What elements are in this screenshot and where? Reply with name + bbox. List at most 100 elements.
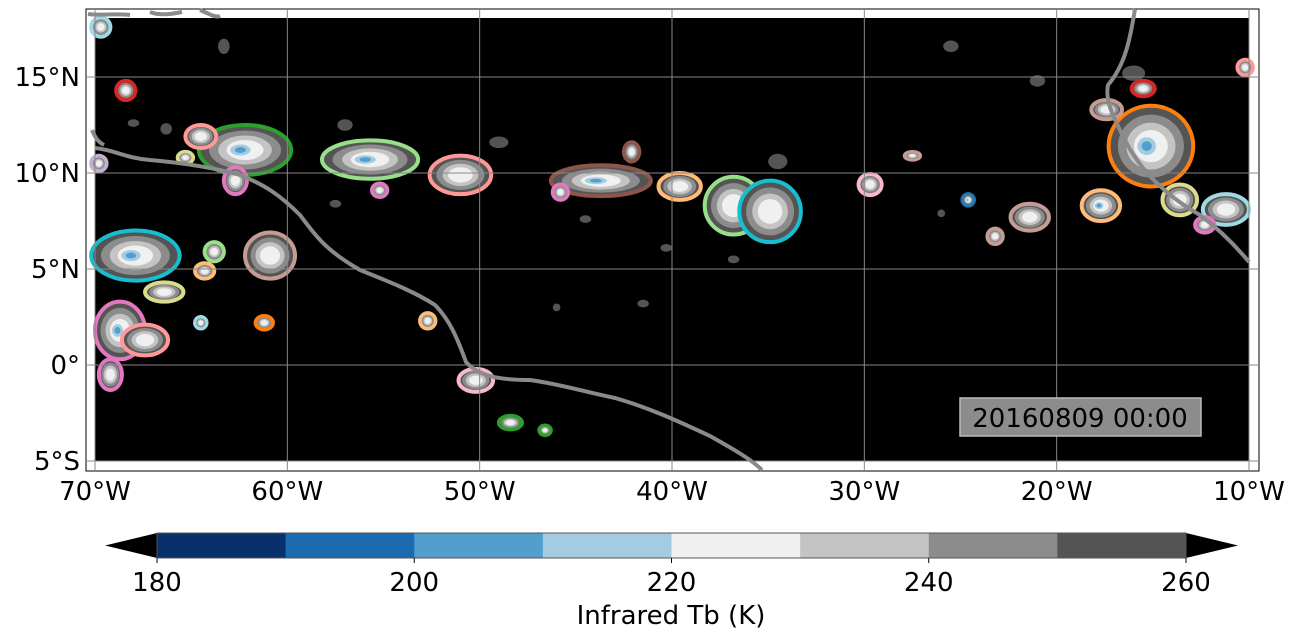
colorbar-tick-label: 260 (1161, 568, 1211, 598)
cloud-tb-contour (376, 187, 383, 193)
cloud-tb-contour (1022, 211, 1038, 223)
graticule (86, 9, 1259, 471)
lat-tick-label: 10°N (14, 159, 80, 189)
lon-tick-label: 30°W (828, 477, 900, 507)
cloud-system (1079, 188, 1123, 224)
gray-cloud-cell (579, 215, 592, 223)
timestamp-box: 20160809 00:00 (959, 397, 1202, 437)
cloud-system (418, 311, 438, 331)
colorbar-segments (157, 533, 1187, 558)
cloud-system (243, 230, 298, 281)
colorbar-segment (285, 533, 415, 558)
cloud-system (1089, 98, 1125, 122)
lon-tick-label: 60°W (251, 477, 323, 507)
cloud-tb-contour (260, 320, 268, 326)
colorbar-segment (928, 533, 1058, 558)
colorbar-segment (157, 533, 287, 558)
cloud-system (89, 15, 113, 39)
cloud-system (1008, 201, 1051, 233)
cloud-system (202, 240, 226, 264)
cloud-cold-core (589, 178, 602, 183)
cloud-tb-contour (628, 148, 635, 156)
gray-cloud-cell (552, 303, 561, 312)
cloud-system (196, 122, 294, 177)
gray-cloud-cell (329, 199, 342, 208)
cloud-system (537, 423, 553, 438)
colorbar-segment (671, 533, 801, 558)
gray-cloud-cell (160, 123, 172, 135)
cloud-system (114, 78, 138, 103)
colorbar-tick-label: 180 (132, 568, 182, 598)
axis-ticks: 70°W 60°W 50°W 40°W 30°W 20°W 10°W 15°N 10°N 5°N 0… (14, 63, 1284, 507)
cloud-system (427, 153, 494, 197)
colorbar-tick-label: 220 (647, 568, 697, 598)
cloud-cold-core (114, 326, 121, 334)
caribbean-islands (87, 8, 221, 147)
colorbar-segment (414, 533, 544, 558)
lon-tick-label: 10°W (1213, 477, 1285, 507)
cloud-tb-contour (182, 155, 189, 160)
cloud-tb-contour (757, 199, 783, 224)
cloud-cold-core (1096, 203, 1102, 208)
cloud-system (1235, 57, 1255, 78)
timestamp-label: 20160809 00:00 (972, 404, 1188, 434)
lon-tick-label: 70°W (59, 477, 131, 507)
colorbar-extend-max-arrow (1186, 533, 1238, 558)
gray-cloud-cell (489, 136, 509, 149)
cloud-system (856, 171, 884, 198)
cloud-tb-contour (505, 419, 516, 426)
cloud-system (89, 228, 182, 283)
cloud-tb-contour (96, 23, 105, 31)
colorbar-segment (1057, 533, 1187, 558)
cloud-tb-contour (992, 233, 999, 240)
colorbar-ticks: 180 200 220 240 260 (132, 558, 1211, 598)
cloud-system (960, 192, 976, 208)
gray-cloud-cell (337, 119, 353, 131)
cloud-system (193, 314, 209, 331)
cloud-system (119, 322, 171, 358)
cloud-system (369, 181, 390, 200)
cloud-tb-contour (542, 428, 548, 433)
cloud-tb-contour (121, 86, 130, 95)
colorbar: 180 200 220 240 260 Infrared Tb (K) (105, 532, 1238, 631)
cloud-systems (89, 15, 1255, 438)
cloud-tb-contour (194, 131, 207, 142)
cloud-tb-contour (448, 167, 473, 183)
cloud-system (183, 122, 219, 151)
cloud-tb-contour (260, 246, 281, 265)
cloud-system (496, 413, 524, 432)
colorbar-label: Infrared Tb (K) (577, 601, 766, 631)
cloud-system (253, 314, 275, 332)
cloud-tb-contour (230, 175, 241, 187)
cloud-system (143, 280, 186, 304)
lon-tick-label: 20°W (1021, 477, 1093, 507)
cloud-tb-contour (198, 320, 204, 326)
colorbar-tick-label: 200 (389, 568, 439, 598)
gray-cloud-cell (727, 255, 740, 264)
cloud-system (902, 149, 923, 162)
cloud-cold-core (1141, 141, 1152, 151)
cloud-system (319, 138, 421, 181)
lon-tick-label: 50°W (444, 477, 516, 507)
cloud-cold-core (966, 199, 969, 201)
colorbar-extend-min-arrow (105, 533, 157, 558)
cloud-tb-contour (105, 368, 116, 381)
cloud-cold-core (359, 157, 371, 162)
cloud-system (985, 226, 1005, 247)
gray-cloud-cell (943, 40, 959, 53)
map-plot-area: 20160809 00:00 (85, 8, 1260, 472)
gray-cloud-cell (937, 209, 946, 218)
lat-tick-label: 0° (50, 351, 80, 381)
cloud-tb-contour (210, 247, 219, 256)
cloud-system (656, 170, 703, 202)
cloud-tb-contour (95, 160, 102, 167)
cloud-system (89, 153, 109, 174)
colorbar-tick-label: 240 (904, 568, 954, 598)
africa-coastline (1105, 8, 1251, 264)
cloud-tb-contour (135, 333, 155, 347)
colorbar-segment (542, 533, 672, 558)
gray-cloud-cell (218, 38, 230, 54)
cloud-system (96, 357, 124, 392)
cloud-system (737, 178, 803, 245)
